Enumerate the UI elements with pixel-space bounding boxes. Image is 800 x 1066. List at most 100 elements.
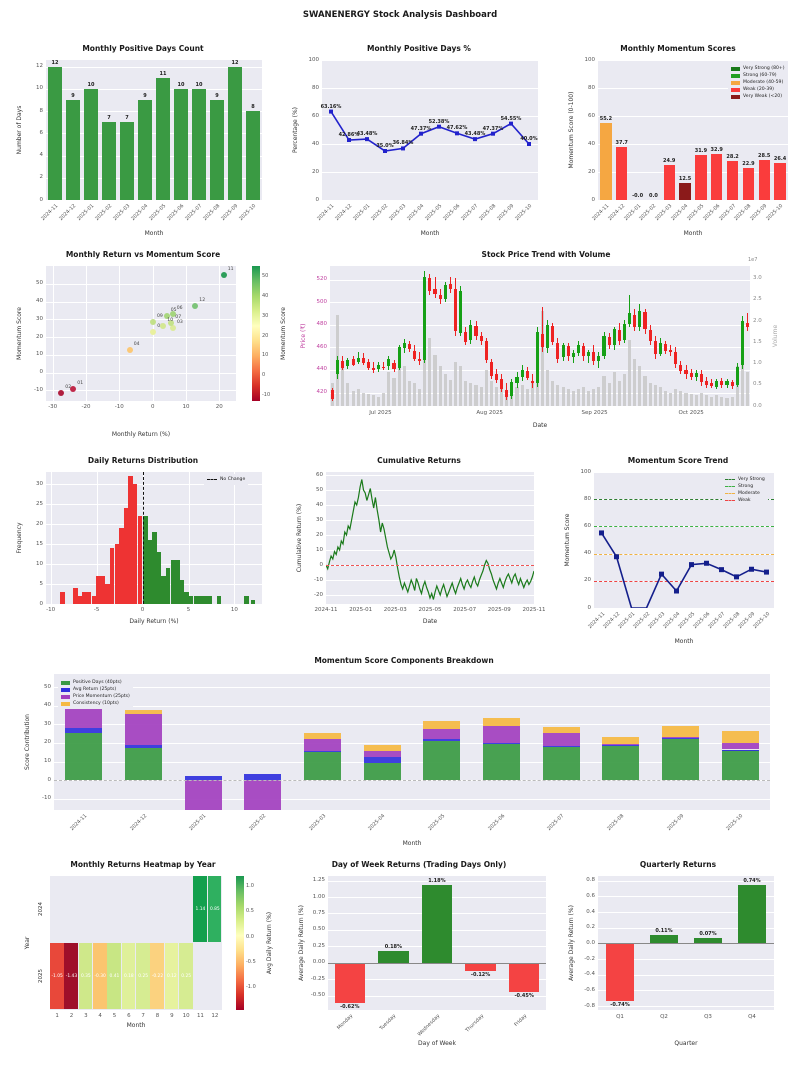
point-value-label: 63.16% (320, 103, 342, 110)
y-tick-label: 50 (36, 280, 43, 287)
legend-item: Price Momentum (25pts) (61, 693, 130, 700)
bar[interactable] (616, 147, 628, 200)
candle-body (541, 333, 545, 348)
bar[interactable] (138, 100, 152, 200)
bar[interactable] (174, 88, 188, 200)
scatter-point[interactable] (169, 311, 176, 318)
y-tick-label: -0.8 (584, 1002, 595, 1009)
bar[interactable] (120, 122, 134, 200)
histogram-bar (152, 532, 157, 604)
bar[interactable] (210, 100, 224, 200)
bar[interactable] (228, 66, 242, 200)
bar[interactable] (48, 66, 62, 200)
scatter-point-label: 01 (77, 380, 84, 386)
gridline (96, 472, 98, 604)
scatter-point[interactable] (163, 312, 170, 319)
gridline (328, 880, 546, 882)
candle-body (387, 358, 391, 367)
candle-body (331, 390, 335, 400)
volume-bar (520, 384, 524, 406)
scatter-point[interactable] (58, 389, 65, 396)
heatmap-cell-value: 0.41 (109, 973, 120, 979)
stacked-segment (721, 742, 759, 750)
volume-bar (448, 379, 452, 406)
bar[interactable] (508, 962, 540, 993)
bar[interactable] (334, 962, 365, 1004)
gridline (46, 504, 262, 505)
legend-label: Moderate (738, 491, 760, 496)
chart-title: Momentum Score Components Breakdown (314, 656, 494, 665)
y-tick-label: 25 (36, 500, 43, 507)
scatter-point[interactable] (168, 319, 175, 326)
bar[interactable] (663, 165, 675, 200)
bar[interactable] (742, 167, 755, 200)
x-tick-label: 10 (182, 1013, 190, 1019)
bar[interactable] (711, 153, 723, 200)
stacked-segment (662, 738, 699, 781)
volume-bar (566, 389, 570, 406)
legend-item: Very Strong (725, 476, 765, 483)
scatter-point[interactable] (160, 322, 167, 329)
scatter-point[interactable] (170, 325, 176, 332)
bar[interactable] (726, 160, 739, 200)
scatter-point[interactable] (70, 385, 77, 392)
x-tick-label: 2025-11 (522, 607, 546, 613)
histogram-bar (105, 584, 110, 604)
volume-bar (469, 382, 473, 406)
candle-body (602, 336, 606, 357)
volume-bar (515, 386, 519, 406)
y-tick-label: 0 (39, 600, 44, 607)
legend-label: Moderate (40-59) (743, 80, 784, 85)
bar[interactable] (421, 885, 453, 963)
volume-bar (745, 372, 750, 406)
candle-wick (383, 362, 385, 370)
x-axis-label: Monthly Return (%) (111, 431, 171, 438)
bar[interactable] (600, 122, 612, 200)
x-tick-label: -20 (81, 404, 91, 410)
volume-bar (484, 369, 488, 406)
bar[interactable] (606, 943, 634, 1002)
volume-bar (643, 376, 647, 406)
candle-body (423, 277, 427, 360)
bar[interactable] (246, 111, 260, 200)
scatter-point[interactable] (150, 328, 157, 335)
bar[interactable] (774, 163, 786, 200)
bar[interactable] (738, 885, 766, 944)
bar[interactable] (650, 934, 678, 944)
stacked-segment (483, 744, 520, 781)
scatter-point[interactable] (150, 319, 156, 325)
cumulative-line (326, 479, 534, 600)
legend-swatch (731, 73, 740, 78)
volume-bar (730, 396, 734, 406)
bar[interactable] (192, 88, 206, 200)
bar[interactable] (156, 77, 170, 200)
gridline (326, 580, 534, 581)
y-tick-label: 100 (308, 56, 320, 63)
bar[interactable] (84, 88, 98, 200)
bar[interactable] (694, 937, 722, 944)
y-tick-label: 0 (47, 776, 52, 783)
scatter-point[interactable] (126, 347, 133, 354)
scatter-point-label: 10 (167, 317, 174, 323)
y-tick-label: 100 (580, 468, 592, 475)
bar[interactable] (102, 122, 116, 200)
bar[interactable] (695, 155, 707, 200)
gridline (598, 172, 788, 173)
chart-legend: Very Strong (80+) Strong (60-79) Moderate … (728, 63, 788, 102)
gridline (598, 116, 788, 117)
volume-bar (366, 394, 370, 406)
scatter-point[interactable] (220, 271, 227, 278)
scatter-point[interactable] (192, 302, 199, 309)
y-axis-label: Average Daily Return (%) (568, 905, 575, 981)
legend-label: Very Weak (<20) (743, 94, 782, 99)
bar[interactable] (465, 962, 496, 971)
bar[interactable] (378, 950, 409, 963)
bar[interactable] (758, 160, 770, 200)
candle-body (546, 324, 550, 349)
y-tick-label: 60 (588, 112, 595, 119)
momentum-line (599, 530, 769, 608)
bar[interactable] (679, 182, 691, 200)
volume-bar (397, 348, 401, 406)
volume-bar (392, 378, 396, 406)
bar[interactable] (66, 100, 80, 200)
